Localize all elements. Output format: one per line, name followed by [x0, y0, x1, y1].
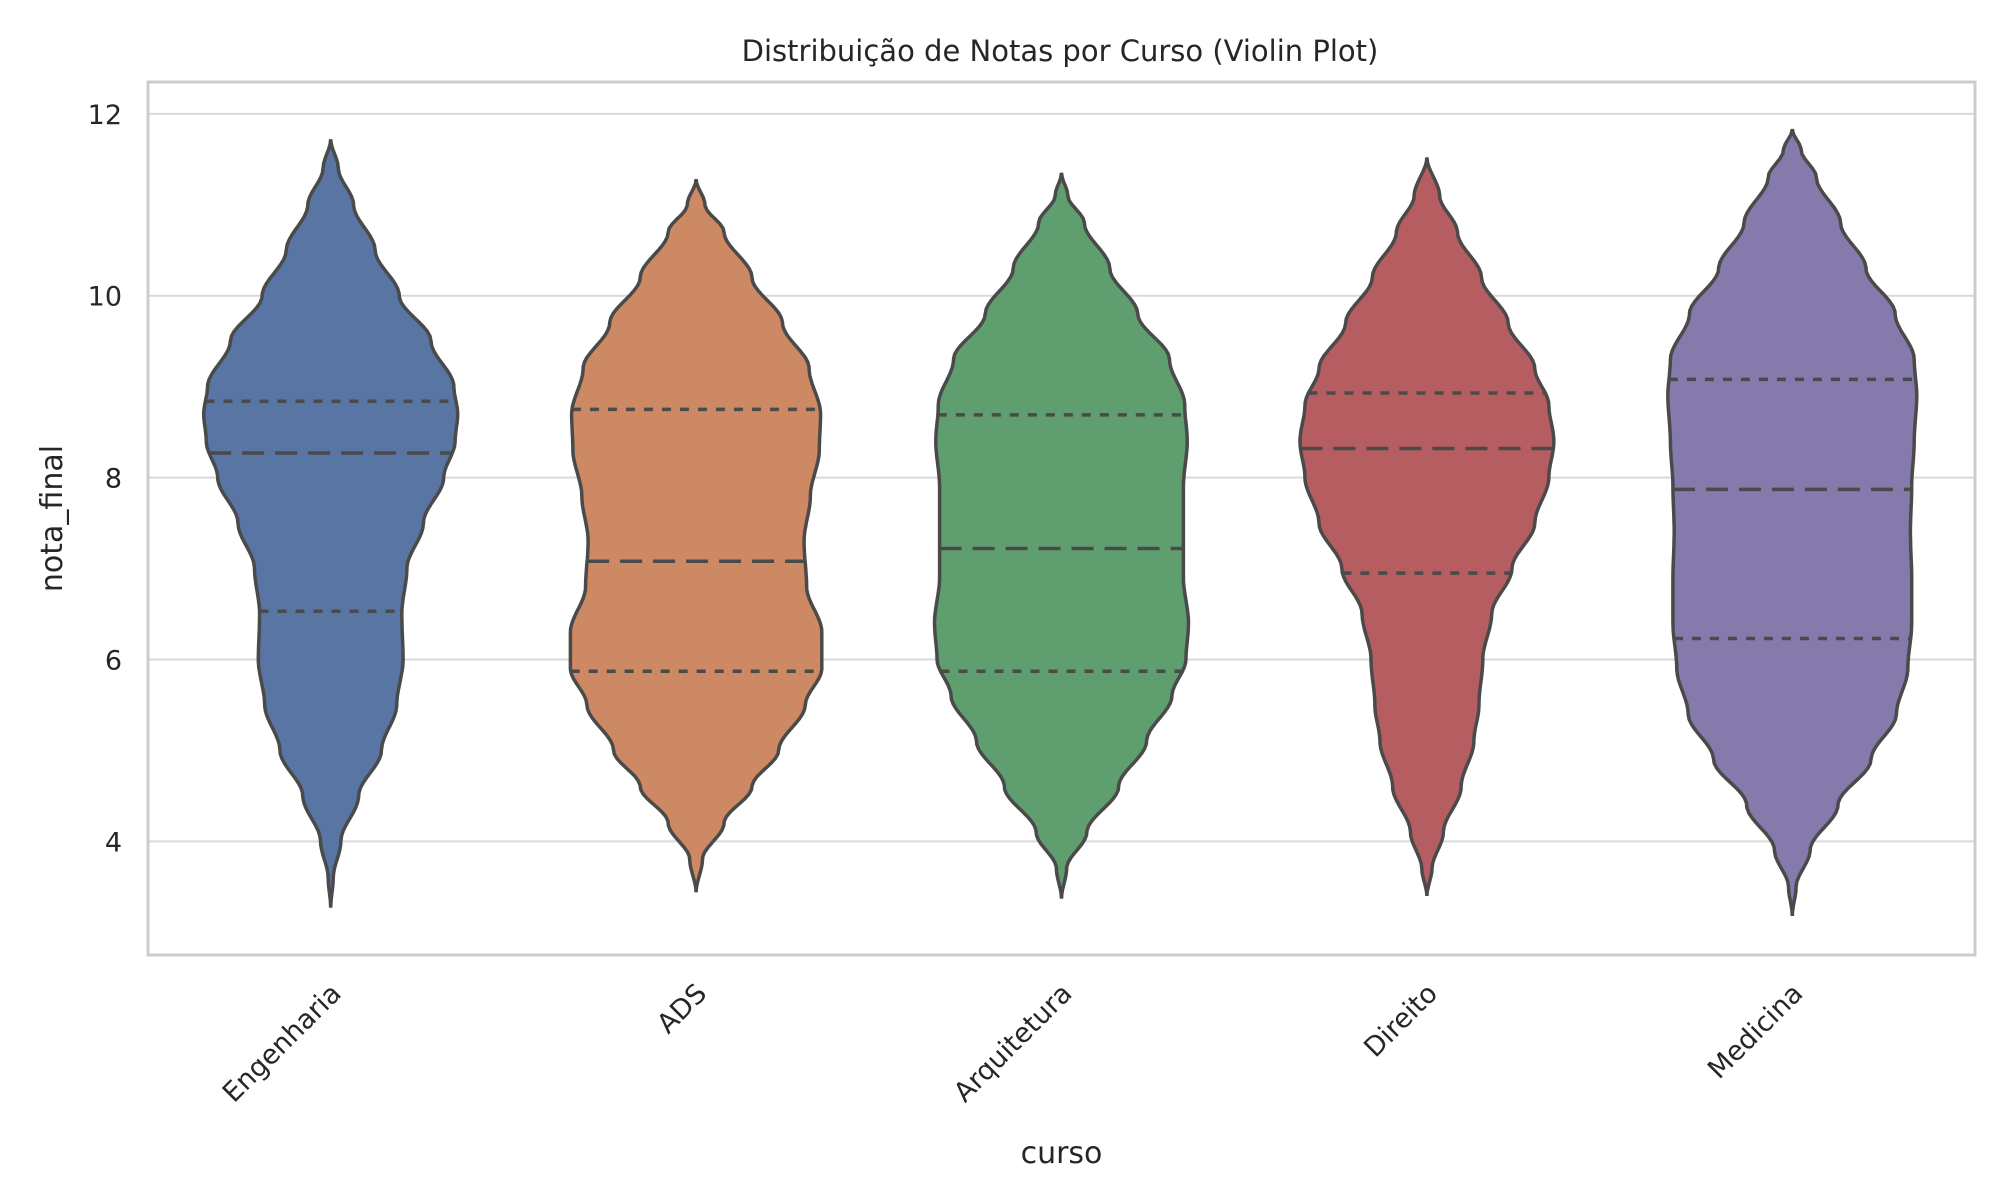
x-tick-label-direito: Direito [1358, 978, 1444, 1064]
y-tick-label-12: 12 [88, 100, 122, 131]
y-tick-label-8: 8 [105, 464, 122, 495]
violin-body [201, 139, 460, 908]
y-axis-label: nota_final [35, 445, 70, 592]
y-axis-ticks: 4 6 8 10 12 [88, 100, 122, 859]
violin-arquitetura [932, 172, 1191, 899]
violins [201, 128, 1919, 917]
violin-ads [568, 179, 824, 893]
chart-title: Distribuição de Notas por Curso (Violin … [742, 34, 1379, 68]
x-tick-label-arquitetura: Arquitetura [948, 978, 1078, 1108]
x-tick-label-engenharia: Engenharia [217, 978, 348, 1109]
violin-body [568, 179, 824, 893]
violin-body [1666, 128, 1919, 917]
x-axis-label: curso [1021, 1136, 1103, 1171]
violin-engenharia [201, 139, 460, 908]
x-tick-label-ads: ADS [651, 978, 713, 1040]
y-tick-label-10: 10 [88, 282, 122, 313]
violin-direito [1298, 157, 1556, 897]
violin-medicina [1666, 128, 1919, 917]
x-axis-ticks: Engenharia ADS Arquitetura Direito Medicina [217, 978, 1809, 1109]
y-tick-label-4: 4 [105, 827, 122, 858]
x-tick-label-medicina: Medicina [1702, 978, 1809, 1085]
violin-body [1298, 157, 1556, 897]
violin-body [932, 172, 1191, 899]
plot-frame [146, 80, 1977, 957]
y-tick-label-6: 6 [105, 645, 122, 676]
